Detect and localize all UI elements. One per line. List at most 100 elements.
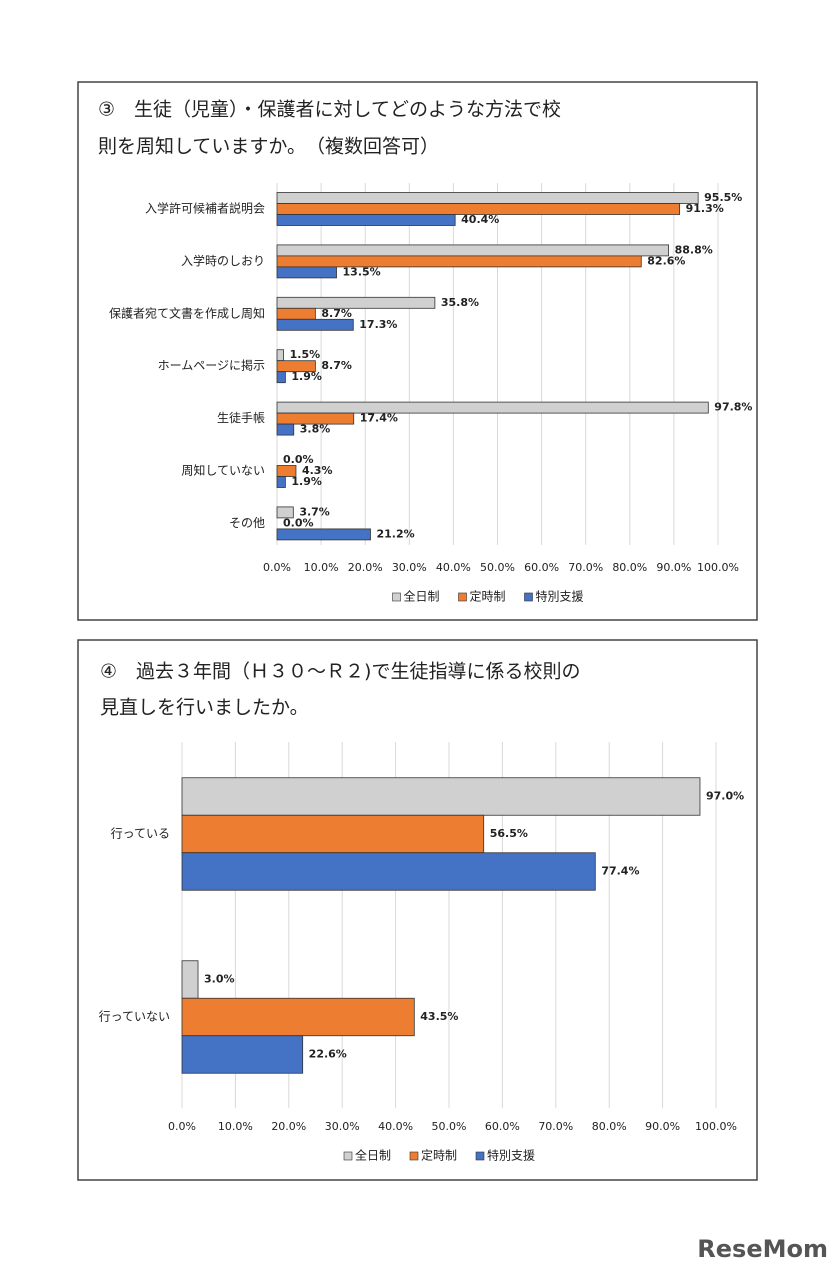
- value-label: 97.8%: [714, 401, 752, 414]
- legend-swatch: [392, 592, 401, 602]
- value-label: 43.5%: [420, 1010, 458, 1023]
- bar: [276, 244, 670, 257]
- bar: [276, 296, 436, 309]
- y-tick-label: 入学時のしおり: [181, 253, 265, 268]
- legend-label: 特別支援: [487, 1148, 535, 1163]
- bar: [276, 528, 371, 541]
- value-label: 4.3%: [302, 464, 333, 477]
- chart-frame: [77, 639, 758, 1181]
- x-tick-label: 10.0%: [218, 1120, 253, 1133]
- y-tick-label: 入学許可候補者説明会: [145, 201, 265, 216]
- value-label: 3.8%: [300, 423, 331, 436]
- x-tick-label: 30.0%: [392, 561, 427, 574]
- x-tick-label: 80.0%: [592, 1120, 627, 1133]
- legend-swatch: [475, 1151, 485, 1161]
- value-label: 8.7%: [321, 359, 352, 372]
- value-label: 0.0%: [283, 453, 314, 466]
- value-label: 97.0%: [706, 790, 744, 803]
- y-tick-label: 行っていない: [99, 1010, 170, 1024]
- bar: [276, 203, 681, 215]
- value-label: 40.4%: [461, 213, 499, 226]
- y-tick-label: 周知していない: [181, 464, 265, 478]
- bar: [276, 266, 337, 279]
- bar: [181, 814, 485, 854]
- bar: [181, 960, 199, 999]
- value-label: 17.4%: [360, 412, 398, 425]
- bar: [181, 1035, 304, 1074]
- y-tick-label: ホームページに掲示: [158, 358, 265, 373]
- value-label: 82.6%: [647, 254, 685, 267]
- chart-title: 則を周知していますか。 （複数回答可）: [98, 136, 439, 158]
- y-tick-label: 行っている: [111, 827, 170, 841]
- value-label: 1.5%: [290, 348, 321, 361]
- value-label: 77.4%: [601, 865, 639, 878]
- value-label: 22.6%: [309, 1048, 347, 1061]
- value-label: 56.5%: [490, 827, 528, 840]
- bar: [276, 214, 456, 226]
- legend-swatch: [524, 592, 533, 602]
- legend-swatch: [343, 1151, 353, 1161]
- y-tick-label: 生徒手帳: [217, 411, 265, 425]
- x-tick-label: 10.0%: [304, 561, 339, 574]
- bar: [276, 360, 316, 373]
- x-tick-label: 60.0%: [485, 1120, 520, 1133]
- value-label: 35.8%: [441, 296, 479, 309]
- value-label: 3.0%: [204, 973, 235, 986]
- x-tick-label: 20.0%: [348, 561, 383, 574]
- bar: [276, 412, 355, 425]
- legend-swatch: [458, 592, 467, 602]
- legend-swatch: [409, 1151, 419, 1161]
- bar: [276, 307, 316, 320]
- bar: [276, 371, 286, 384]
- chart-title: ③ 生徒（児童）・保護者に対してどのような方法で校: [98, 99, 561, 121]
- bar: [276, 349, 285, 362]
- y-tick-label: その他: [229, 516, 265, 530]
- value-label: 0.0%: [283, 516, 314, 529]
- bar: [276, 476, 286, 488]
- chart-frame: [77, 81, 758, 621]
- value-label: 1.9%: [291, 475, 322, 488]
- chart-title: ④ 過去３年間（Ｈ３０～Ｒ２)で生徒指導に係る校則の: [100, 661, 580, 683]
- x-tick-label: 70.0%: [538, 1120, 573, 1133]
- value-label: 8.7%: [321, 307, 352, 320]
- bar: [181, 852, 596, 891]
- x-tick-label: 50.0%: [432, 1120, 467, 1133]
- x-tick-label: 100.0%: [697, 561, 739, 574]
- bar: [181, 997, 415, 1037]
- value-label: 95.5%: [704, 191, 742, 204]
- chart-title: 見直しを行いましたか。: [100, 697, 309, 719]
- watermark: ReseMom: [697, 1235, 828, 1263]
- legend-label: 定時制: [470, 589, 506, 604]
- bar: [276, 192, 699, 204]
- x-tick-label: 90.0%: [645, 1120, 680, 1133]
- y-tick-label: 保護者宛て文書を作成し周知: [109, 305, 265, 320]
- bar: [276, 318, 354, 331]
- bar: [181, 777, 701, 816]
- legend-label: 全日制: [404, 589, 440, 604]
- bar: [276, 255, 642, 268]
- value-label: 21.2%: [376, 527, 414, 540]
- value-label: 91.3%: [686, 202, 724, 215]
- value-label: 3.7%: [299, 505, 330, 518]
- value-label: 1.9%: [291, 370, 322, 383]
- legend-label: 全日制: [355, 1148, 391, 1163]
- x-tick-label: 90.0%: [656, 561, 691, 574]
- bar: [276, 423, 295, 436]
- x-tick-label: 70.0%: [568, 561, 603, 574]
- x-tick-label: 60.0%: [524, 561, 559, 574]
- value-label: 17.3%: [359, 318, 397, 331]
- x-tick-label: 50.0%: [480, 561, 515, 574]
- x-tick-label: 40.0%: [378, 1120, 413, 1133]
- bar: [276, 401, 709, 414]
- x-tick-label: 80.0%: [612, 561, 647, 574]
- legend-label: 定時制: [421, 1148, 457, 1163]
- x-tick-label: 40.0%: [436, 561, 471, 574]
- x-tick-label: 100.0%: [695, 1120, 737, 1133]
- x-tick-label: 0.0%: [263, 561, 291, 574]
- x-tick-label: 0.0%: [168, 1120, 196, 1133]
- legend-label: 特別支援: [536, 589, 584, 604]
- bar: [276, 506, 294, 519]
- value-label: 88.8%: [675, 243, 713, 256]
- x-tick-label: 30.0%: [325, 1120, 360, 1133]
